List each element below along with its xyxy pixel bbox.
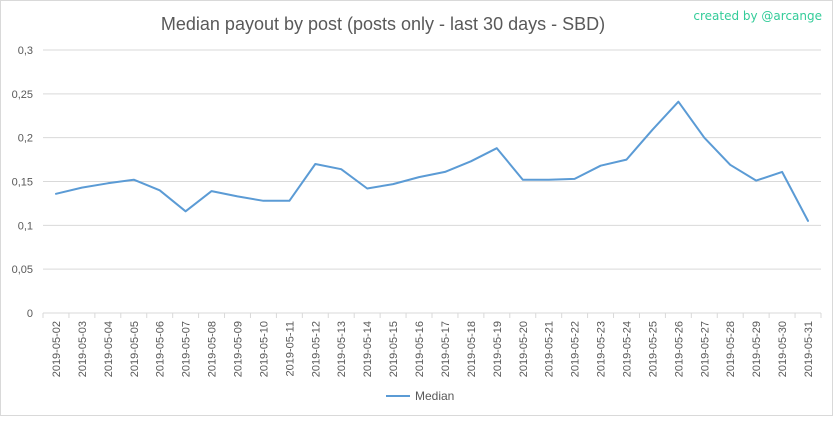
series-line-median	[55, 100, 809, 222]
x-tick-label: 2019-05-14	[362, 321, 374, 377]
chart-title: Median payout by post (posts only - last…	[161, 14, 605, 34]
data-point	[573, 177, 577, 181]
data-point	[806, 219, 810, 223]
data-point	[625, 158, 629, 162]
data-point	[547, 178, 551, 182]
data-point	[287, 199, 291, 203]
data-point	[650, 128, 654, 132]
data-point	[495, 146, 499, 150]
data-point	[365, 187, 369, 191]
data-point	[80, 186, 84, 190]
data-point	[676, 100, 680, 104]
x-tick-label: 2019-05-02	[51, 321, 63, 377]
x-tick-label: 2019-05-24	[622, 321, 634, 377]
data-point	[780, 170, 784, 174]
data-point	[158, 188, 162, 192]
x-tick-label: 2019-05-25	[647, 321, 659, 377]
y-tick-label: 0,3	[18, 45, 33, 57]
data-point	[417, 175, 421, 179]
x-tick-label: 2019-05-09	[233, 321, 245, 377]
x-tick-label: 2019-05-26	[673, 321, 685, 377]
x-tick-label: 2019-05-08	[207, 321, 219, 377]
gridlines	[43, 49, 821, 314]
x-tick-label: 2019-05-11	[284, 321, 296, 376]
data-point	[184, 209, 188, 213]
x-tick-label: 2019-05-27	[699, 321, 711, 377]
x-tick-label: 2019-05-15	[388, 321, 400, 377]
x-tick-label: 2019-05-04	[103, 321, 115, 377]
data-point	[443, 170, 447, 174]
x-tick-label: 2019-05-22	[570, 321, 582, 377]
data-point	[728, 163, 732, 167]
data-point	[236, 194, 240, 198]
y-tick-label: 0,2	[18, 133, 33, 145]
x-tick-label: 2019-05-03	[77, 321, 89, 377]
series-layer	[54, 100, 810, 223]
y-tick-label: 0,05	[12, 264, 33, 276]
data-point	[54, 192, 58, 196]
x-tick-label: 2019-05-06	[155, 321, 167, 377]
x-tick-label: 2019-05-12	[310, 321, 322, 377]
x-tick-label: 2019-05-19	[492, 321, 504, 377]
data-point	[261, 199, 265, 203]
x-tick-label: 2019-05-05	[129, 321, 141, 377]
x-tick-label: 2019-05-29	[751, 321, 763, 377]
data-point	[521, 178, 525, 182]
x-tick-label: 2019-05-28	[725, 321, 737, 377]
x-tick-label: 2019-05-13	[336, 321, 348, 377]
x-tick-label: 2019-05-20	[518, 321, 530, 377]
x-tick-label: 2019-05-31	[803, 321, 815, 377]
x-tick-label: 2019-05-07	[181, 321, 193, 377]
data-point	[313, 162, 317, 166]
x-tick-label: 2019-05-30	[777, 321, 789, 377]
data-point	[132, 178, 136, 182]
y-tick-label: 0,1	[18, 220, 33, 232]
x-tick-label: 2019-05-21	[544, 321, 556, 377]
y-tick-label: 0,15	[12, 177, 33, 189]
data-point	[599, 164, 603, 168]
x-axis: 2019-05-02 2019-05-03 2019-05-04 2019-05-05…	[42, 313, 822, 377]
legend: Median	[386, 389, 454, 403]
data-point	[106, 181, 110, 185]
x-tick-label: 2019-05-16	[414, 321, 426, 377]
y-axis: 0 0,05 0,1 0,15 0,2 0,25 0,3	[12, 45, 33, 320]
data-point	[469, 159, 473, 163]
legend-label-median: Median	[415, 389, 454, 403]
data-point	[339, 167, 343, 171]
y-tick-label: 0	[27, 308, 33, 320]
credit-label: created by @arcange	[693, 9, 822, 23]
y-tick-label: 0,25	[12, 89, 33, 101]
data-point	[210, 189, 214, 193]
x-tick-label: 2019-05-18	[466, 321, 478, 377]
x-tick-label: 2019-05-23	[596, 321, 608, 377]
data-point	[702, 136, 706, 140]
x-tick-label: 2019-05-17	[440, 321, 452, 377]
x-tick-label: 2019-05-10	[258, 321, 270, 377]
data-point	[391, 182, 395, 186]
data-point	[754, 179, 758, 183]
